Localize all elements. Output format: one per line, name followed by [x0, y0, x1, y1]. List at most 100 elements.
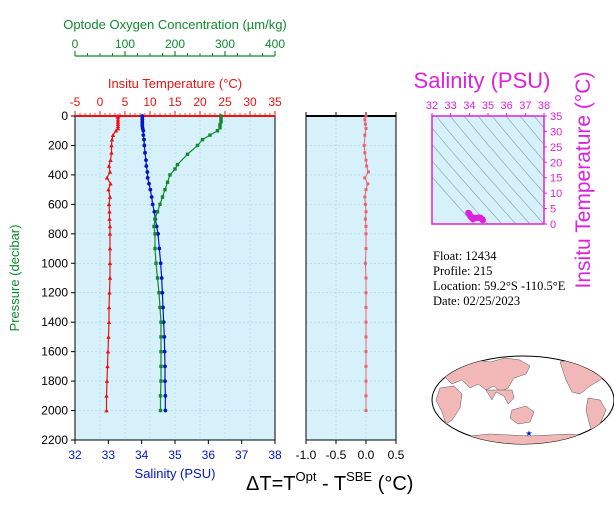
- temperature-tick-6: 25: [218, 95, 232, 109]
- delta-plot-background: [306, 116, 396, 440]
- temperature-point-24: [107, 246, 113, 251]
- salinity-point-18: [149, 195, 154, 199]
- salinity-tick-2: 34: [135, 448, 149, 462]
- temperature-point-31: [105, 349, 111, 354]
- oxygen-point-5: [215, 129, 220, 133]
- pressure-tick-11: 2200: [41, 433, 68, 447]
- temperature-point-29: [106, 319, 112, 324]
- temperature-tick-8: 35: [268, 95, 282, 109]
- ts-y-tick-2: 10: [550, 188, 562, 200]
- delta-point-7: [364, 158, 368, 162]
- delta-tick-1: -0.5: [326, 448, 347, 462]
- oxygen-point-32: [158, 408, 163, 413]
- oxygen-point-2: [219, 120, 223, 124]
- oxygen-point-31: [158, 394, 163, 398]
- pressure-tick-9: 1800: [41, 374, 68, 388]
- ts-contour-11: [533, 116, 544, 129]
- delta-series: [362, 114, 370, 413]
- ts-y-tick-4: 20: [550, 157, 562, 169]
- oxygen-axis: Optode Oxygen Concentration (µm/kg) 0 100…: [63, 17, 287, 57]
- temperature-point-17: [106, 187, 111, 192]
- delta-point-18: [364, 232, 368, 236]
- delta-point-8: [365, 164, 369, 168]
- oxygen-point-23: [155, 276, 160, 280]
- delta-point-11: [366, 182, 370, 186]
- salinity-point-26: [159, 276, 164, 280]
- salinity-point-27: [160, 290, 165, 295]
- delta-label-part-4: SBE: [346, 469, 372, 484]
- temperature-point-18: [107, 194, 113, 199]
- ts-y-tick-6: 30: [550, 126, 562, 138]
- salinity-point-22: [154, 224, 159, 229]
- oxygen-point-7: [200, 137, 205, 142]
- profile-number: Profile: 215: [433, 264, 492, 278]
- oxygen-point-25: [158, 305, 162, 310]
- float-id: Float: 12434: [433, 249, 497, 263]
- salinity-point-11: [143, 150, 147, 155]
- pressure-tick-7: 1400: [41, 315, 68, 329]
- oxygen-point-16: [158, 202, 162, 207]
- salinity-point-10: [142, 143, 147, 148]
- delta-axis-ticks: -1.0 -0.5 0.0 0.5: [296, 112, 405, 462]
- temperature-tick-0: -5: [70, 95, 81, 109]
- delta-label-part-3: - T: [316, 473, 346, 495]
- temperature-axis-ticks: -5 0 5 10 15 20 25 30 35: [70, 95, 282, 116]
- temperature-point-7: [113, 128, 119, 133]
- salinity-point-28: [161, 305, 165, 310]
- temperature-point-11: [109, 150, 114, 155]
- oxygen-point-1: [219, 117, 223, 121]
- salinity-point-29: [161, 320, 166, 325]
- temperature-point-22: [107, 224, 113, 229]
- oxygen-axis-label: Optode Oxygen Concentration (µm/kg): [63, 17, 287, 32]
- delta-point-9: [366, 170, 370, 174]
- delta-point-4: [363, 133, 367, 137]
- salinity-axis: 32 33 34 35 36 37 38 Salinity (PSU): [68, 440, 282, 481]
- temperature-tick-4: 15: [168, 95, 182, 109]
- salinity-point-8: [141, 133, 146, 138]
- temperature-point-33: [104, 378, 110, 383]
- ts-x-tick-0: 32: [426, 100, 438, 112]
- ts-x-tick-2: 34: [463, 100, 475, 112]
- salinity-point-24: [157, 246, 162, 251]
- temperature-point-10: [109, 143, 114, 148]
- delta-point-17: [364, 224, 368, 228]
- delta-point-27: [364, 364, 368, 368]
- delta-point-25: [364, 335, 368, 339]
- ts-contour-8: [491, 116, 544, 178]
- temperature-tick-2: 5: [122, 95, 129, 109]
- pressure-tick-0: 0: [61, 109, 68, 123]
- delta-point-26: [364, 350, 368, 354]
- delta-point-2: [363, 122, 367, 126]
- delta-point-30: [364, 409, 368, 413]
- ts-y-tick-0: 0: [550, 219, 556, 231]
- ts-y-tick-1: 5: [550, 204, 556, 216]
- land-australia: [509, 405, 535, 425]
- temperature-point-14: [107, 169, 113, 174]
- temperature-point-2: [115, 117, 121, 122]
- delta-point-15: [364, 210, 368, 214]
- float-info: Float: 12434 Profile: 215 Location: 59.2…: [433, 249, 566, 308]
- oxygen-point-11: [173, 167, 177, 171]
- oxygen-tick-0: 0: [72, 37, 79, 51]
- delta-point-24: [364, 320, 368, 324]
- ts-points: [465, 209, 486, 224]
- salinity-point-13: [144, 164, 149, 168]
- delta-point-3: [364, 127, 368, 131]
- salinity-point-34: [163, 393, 168, 398]
- delta-point-0: [364, 114, 368, 118]
- temperature-point-20: [107, 209, 112, 214]
- temperature-point-21: [107, 216, 112, 221]
- ts-plot-background: [432, 116, 544, 224]
- delta-point-1: [363, 118, 367, 122]
- ts-contour-7: [477, 116, 544, 194]
- main-profile-series: [104, 113, 223, 413]
- delta-point-6: [363, 151, 367, 155]
- delta-point-12: [364, 188, 368, 192]
- temperature-point-1: [115, 115, 121, 120]
- oxygen-point-22: [154, 261, 158, 265]
- salinity-point-12: [144, 158, 148, 163]
- ts-axis-ticks: 32 33 34 35 36 37 38 0 5 10 15 20 25 30 35: [426, 100, 562, 231]
- pressure-axis: Pressure (decibar) 0 200 400 600 800 1000 1200…: [7, 109, 75, 447]
- temperature-point-34: [104, 393, 109, 398]
- oxygen-axis-ticks: 0 100 200 300 400: [72, 37, 285, 56]
